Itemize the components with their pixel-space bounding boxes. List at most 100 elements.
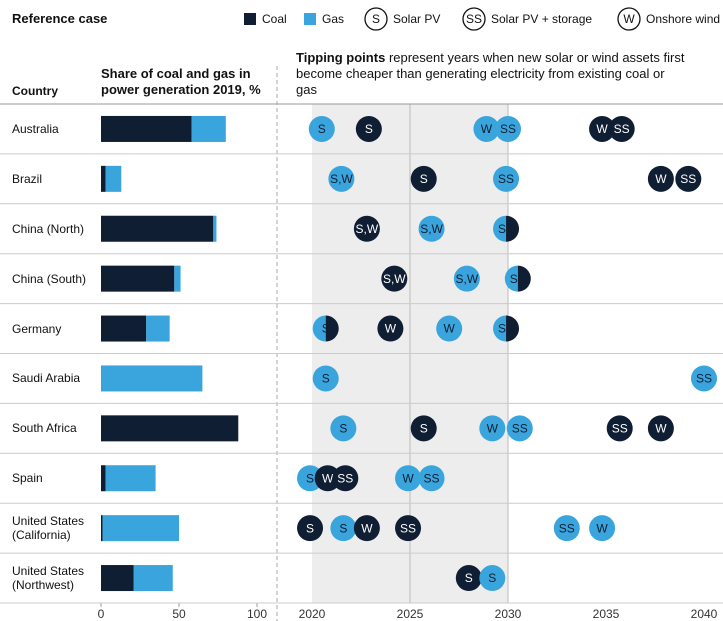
bar-segment [101, 415, 239, 442]
tipping-point [495, 115, 521, 142]
tipping-point-label: S [306, 471, 314, 485]
tipping-point-label: W [596, 521, 608, 535]
tipping-point-half [506, 215, 520, 242]
tipping-point-label: W [481, 122, 493, 136]
x-tick-label: 2020 [299, 607, 326, 621]
tipping-point-label: W [655, 422, 667, 436]
bar-segment [213, 215, 217, 242]
tipping-point-label: S,W [420, 222, 443, 236]
tipping-point-half [325, 315, 339, 342]
page-title: Reference case [12, 11, 108, 26]
tipping-point [589, 515, 616, 542]
tipping-point-half [493, 215, 507, 242]
tipping-point-label: S [339, 422, 347, 436]
tipping-point-label: W [402, 471, 414, 485]
bar-segment [101, 565, 134, 592]
tipping-point-label: W [361, 521, 373, 535]
tipping-point [493, 165, 520, 192]
tipping-point-label: SS [512, 422, 528, 436]
bar-segment [102, 515, 179, 542]
tipping-point-label: W [487, 422, 499, 436]
tipping-point [410, 415, 437, 442]
legend-label: Solar PV [393, 12, 440, 26]
country-label: China (South) [12, 271, 87, 286]
tipping-point-label: S,W [356, 222, 379, 236]
tipping-point [395, 515, 422, 542]
bar-segment [101, 115, 192, 142]
tipping-point [330, 415, 357, 442]
tipping-point-label: SS [400, 521, 416, 535]
tipping-point-label: SS [337, 471, 353, 485]
tipping-point-label: S [420, 172, 428, 186]
bar-segment [101, 465, 106, 492]
tipping-point-label: S [306, 521, 314, 535]
x-tick-label: 50 [172, 607, 186, 621]
country-label: China (North) [12, 221, 85, 236]
tipping-point-label: W [444, 322, 456, 336]
tipping-point-label: W [596, 122, 608, 136]
bar-segment [174, 265, 181, 292]
dot-title: Tipping points represent years when new … [296, 50, 686, 98]
country-label: Saudi Arabia [12, 371, 81, 386]
x-tick-label: 2030 [495, 607, 522, 621]
tipping-point-label: S,W [383, 272, 406, 286]
tipping-point-label: W [322, 471, 334, 485]
tipping-point [436, 315, 463, 342]
country-label: United States (California) [12, 514, 85, 543]
tipping-point-label: SS [498, 172, 514, 186]
tipping-point [418, 215, 445, 242]
tipping-point-label: S [322, 322, 330, 336]
tipping-point-half [493, 315, 507, 342]
tipping-point-label: S [322, 372, 330, 386]
bar-segment [101, 265, 175, 292]
tipping-point [297, 515, 324, 542]
tipping-point [353, 215, 380, 242]
tipping-point [381, 265, 408, 292]
x-tick-label: 2035 [593, 607, 620, 621]
tipping-point [675, 165, 702, 192]
tipping-point [606, 415, 633, 442]
tipping-point [377, 315, 404, 342]
country-label: United States (Northwest) [12, 564, 85, 593]
tipping-point-label: S [465, 571, 473, 585]
tipping-point-label: S [339, 521, 347, 535]
tipping-point [647, 165, 674, 192]
country-label: Spain [12, 471, 43, 486]
tipping-point [355, 115, 382, 142]
x-tick-label: 100 [247, 607, 267, 621]
tipping-point-label: S [365, 122, 373, 136]
tipping-point-label: SS [424, 471, 440, 485]
legend-label: Coal [262, 12, 287, 26]
tipping-point-label: S,W [330, 172, 353, 186]
x-tick-label: 0 [98, 607, 105, 621]
tipping-point-label: SS [559, 521, 575, 535]
x-tick-label: 2040 [691, 607, 718, 621]
tipping-point [479, 565, 506, 592]
tipping-point-label: SS [614, 122, 630, 136]
dot-title-bold: Tipping points [296, 50, 386, 65]
tipping-point [410, 165, 437, 192]
bar-segment [101, 165, 106, 192]
country-label: Brazil [12, 171, 43, 186]
country-label: Germany [12, 321, 62, 336]
column-header: Country [12, 84, 58, 98]
legend-label: Onshore wind [646, 12, 720, 26]
tipping-point-half [517, 265, 531, 292]
dot-title-text: represent years when new solar or wind a… [296, 50, 685, 97]
legend-symbol [462, 7, 486, 31]
tipping-point [453, 265, 480, 292]
tipping-point [691, 365, 717, 392]
tipping-point-label: SS [500, 122, 516, 136]
tipping-point-label: SS [696, 372, 712, 386]
bar-segment [101, 215, 214, 242]
tipping-point-half [506, 315, 520, 342]
tipping-point-half [504, 265, 518, 292]
tipping-point [479, 415, 506, 442]
bar-segment [146, 315, 170, 342]
tipping-point [330, 515, 357, 542]
bar-segment [101, 365, 203, 392]
legend-symbol [364, 7, 388, 31]
legend-symbol [617, 7, 641, 31]
tipping-point [647, 415, 674, 442]
